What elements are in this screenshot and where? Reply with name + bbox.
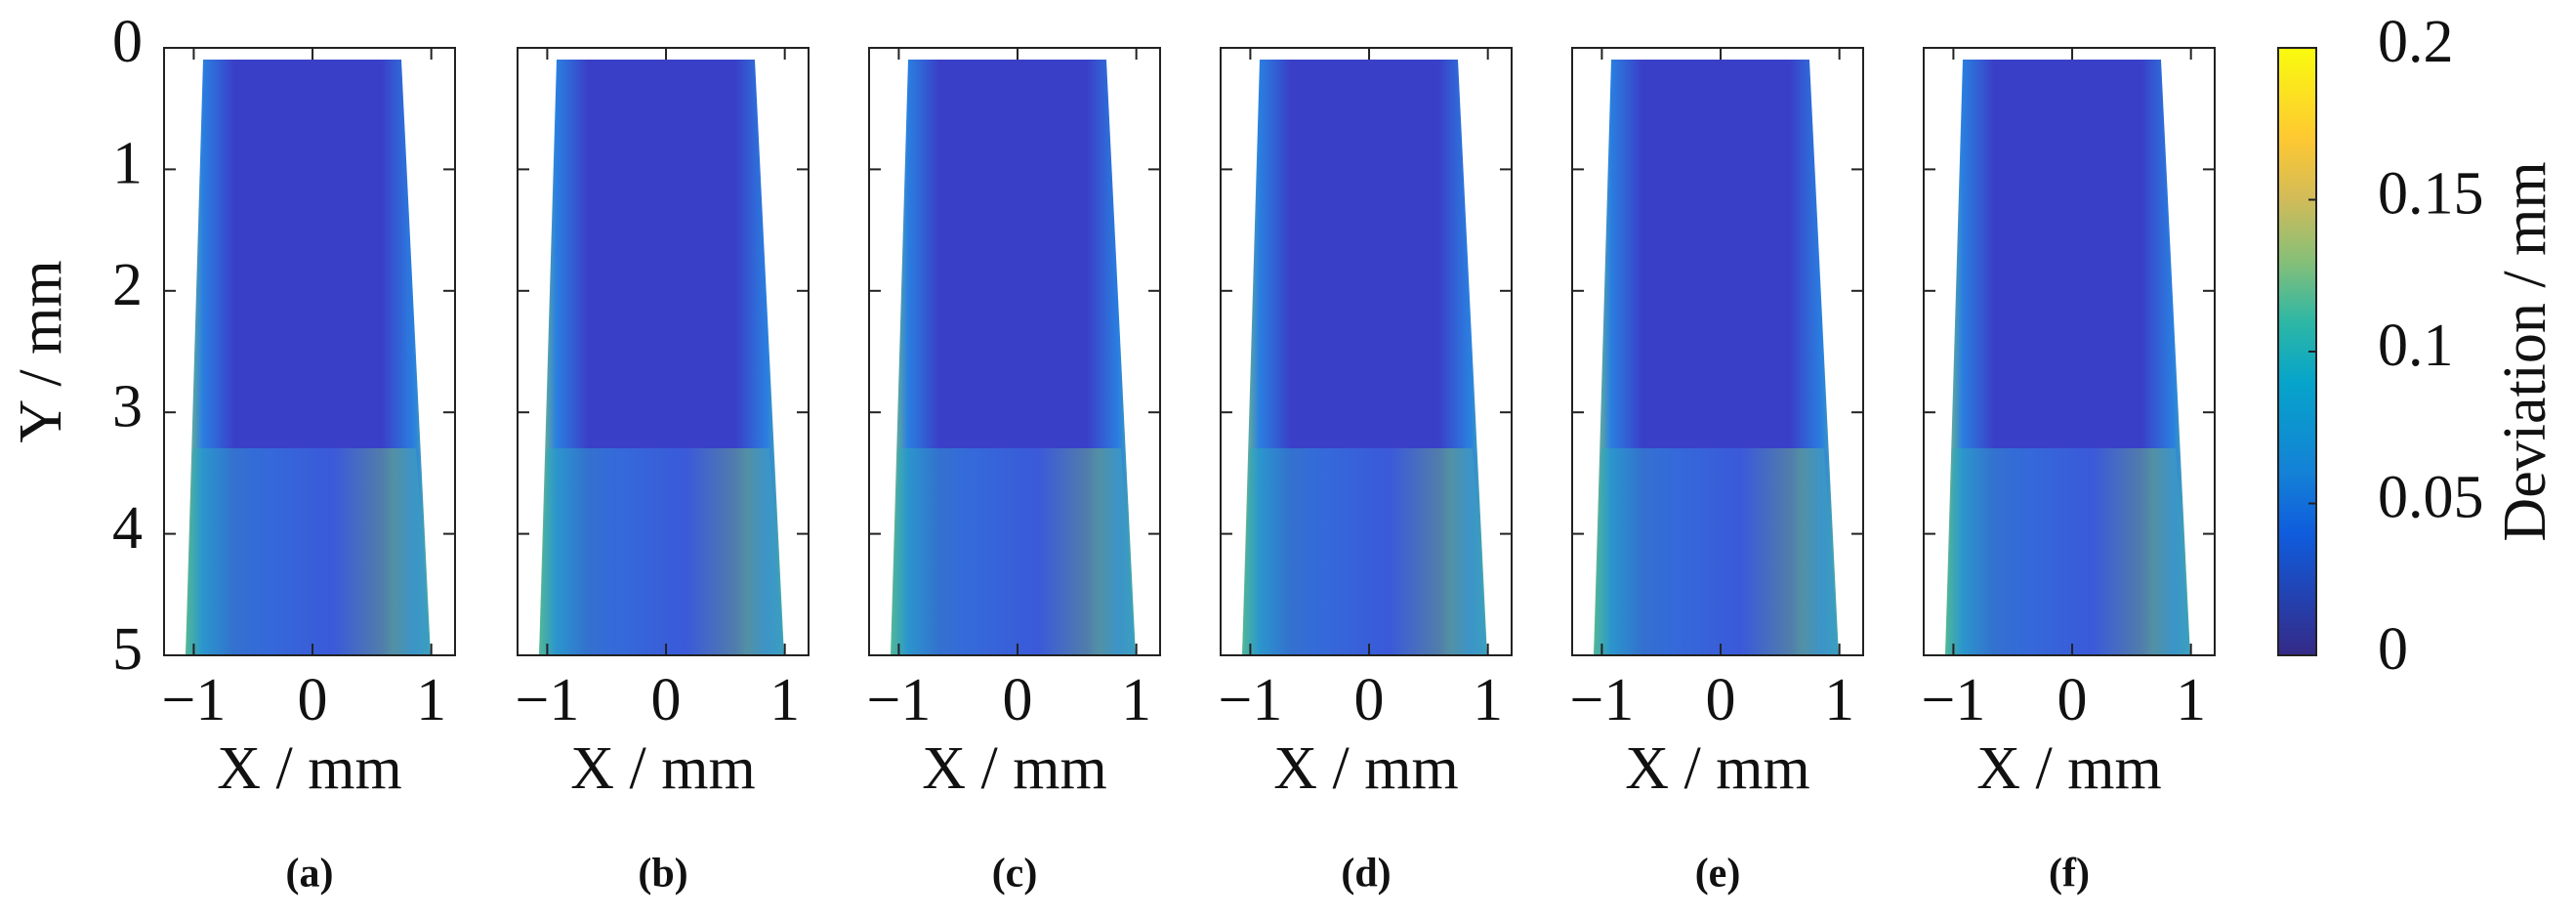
x-tick-label: 0 [2057, 667, 2088, 733]
x-tick-label: −1 [161, 667, 226, 733]
x-tick-label: 1 [1121, 667, 1151, 733]
x-tick-label: 1 [2176, 667, 2206, 733]
y-tick-label: 5 [112, 616, 143, 683]
caption: (c) [992, 852, 1038, 897]
y-tick-label: 4 [112, 495, 143, 562]
axes-box [517, 47, 810, 656]
heatmap-image [891, 448, 1136, 655]
x-tick-label: −1 [1569, 667, 1634, 733]
colorbar-tick-label: 0 [2378, 616, 2408, 683]
x-axis-label: X / mm [1273, 735, 1458, 802]
colorbar-tick-label: 0.2 [2378, 9, 2454, 75]
caption: (a) [286, 852, 334, 897]
colorbar-label: Deviation / mm [2492, 161, 2558, 541]
axes-box [163, 47, 456, 656]
axes-box [868, 47, 1161, 656]
x-tick-label: 0 [1354, 667, 1385, 733]
x-tick-label: −1 [1921, 667, 1985, 733]
x-tick-label: 1 [1473, 667, 1503, 733]
x-axis-label: X / mm [1625, 735, 1809, 802]
x-axis-label: X / mm [570, 735, 755, 802]
x-tick-label: 0 [298, 667, 328, 733]
caption: (f) [2049, 852, 2090, 897]
heatmap-image [1594, 448, 1839, 655]
x-tick-label: 1 [416, 667, 446, 733]
colorbar-tick-label: 0.1 [2378, 313, 2454, 379]
x-tick-label: 0 [1706, 667, 1736, 733]
x-tick-label: 1 [769, 667, 800, 733]
colorbar-tick-label: 0.15 [2378, 161, 2484, 228]
y-tick-label: 3 [112, 373, 143, 439]
x-tick-label: 0 [651, 667, 682, 733]
y-tick-label: 1 [112, 131, 143, 197]
colorbar-tick-label: 0.05 [2378, 465, 2484, 531]
x-axis-label: X / mm [217, 735, 401, 802]
x-tick-label: 1 [1824, 667, 1854, 733]
heatmap-image [1242, 448, 1487, 655]
x-tick-label: 0 [1003, 667, 1033, 733]
caption: (d) [1341, 852, 1391, 897]
x-tick-label: −1 [515, 667, 579, 733]
caption: (e) [1695, 852, 1741, 897]
x-tick-label: −1 [866, 667, 931, 733]
heatmap-image [539, 448, 784, 655]
caption: (b) [638, 852, 687, 897]
heatmap-image [186, 448, 431, 655]
axes-box [1571, 47, 1864, 656]
y-tick-label: 0 [112, 9, 143, 75]
heatmap-image [1945, 448, 2190, 655]
y-axis-label: Y / mm [8, 260, 74, 442]
axes-box [1220, 47, 1513, 656]
axes-box [1923, 47, 2216, 656]
y-tick-label: 2 [112, 252, 143, 318]
x-tick-label: −1 [1218, 667, 1282, 733]
x-axis-label: X / mm [922, 735, 1106, 802]
x-axis-label: X / mm [1976, 735, 2161, 802]
